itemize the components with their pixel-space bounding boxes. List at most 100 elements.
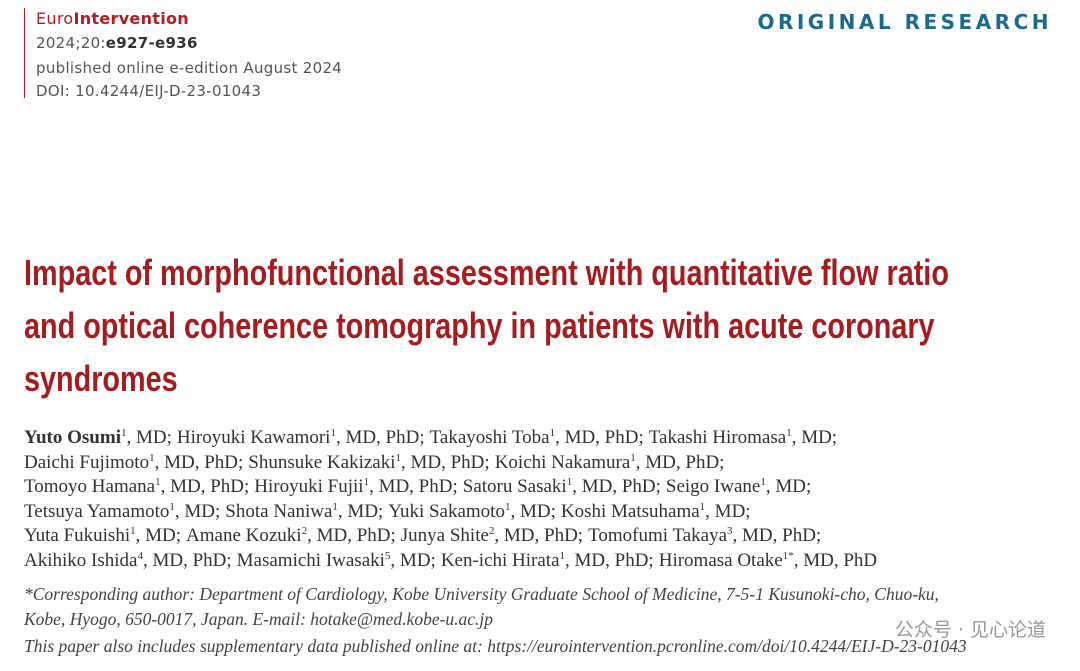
author: Masamichi Iwasaki5, MD; bbox=[237, 550, 436, 571]
author-line: Tomoyo Hamana1, MD, PhD; Hiroyuki Fujii1,… bbox=[24, 475, 882, 500]
affiliation: 1 bbox=[760, 476, 766, 489]
affiliation: 1 bbox=[395, 451, 402, 464]
author-name: Hiroyuki Kawamori bbox=[176, 427, 331, 448]
supplementary-note: This paper also includes supplementary d… bbox=[24, 636, 967, 656]
author-name: Shunsuke Kakizaki bbox=[248, 451, 396, 473]
degrees: , MD; bbox=[135, 525, 182, 547]
author: Tetsuya Yamamoto1, MD; bbox=[24, 501, 220, 522]
degrees: , MD; bbox=[510, 500, 556, 522]
author: Daichi Fujimoto1, MD, PhD; bbox=[24, 452, 243, 473]
author: Yuto Osumi1, MD; bbox=[24, 427, 172, 448]
degrees: , MD, PhD; bbox=[565, 549, 654, 571]
affiliation: 3 bbox=[727, 525, 733, 538]
author-line: Tetsuya Yamamoto1, MD; Shota Naniwa1, MD;… bbox=[24, 500, 882, 525]
degrees: , MD; bbox=[337, 500, 384, 522]
affiliation: 5 bbox=[384, 549, 391, 562]
citation-volume: 2024;20: bbox=[36, 34, 106, 52]
author: Hiroyuki Fujii1, MD, PhD; bbox=[254, 476, 457, 497]
author: Amane Kozuki2, MD, PhD; bbox=[186, 525, 396, 546]
degrees: , MD, PhD bbox=[793, 549, 878, 571]
affiliation: 1 bbox=[120, 427, 127, 439]
affiliation: 1 bbox=[363, 476, 370, 489]
degrees: , MD; bbox=[126, 427, 172, 448]
author-list: Yuto Osumi1, MD; Hiroyuki Kawamori1, MD, … bbox=[24, 426, 882, 574]
author: Koichi Nakamura1, MD, PhD; bbox=[495, 452, 725, 473]
author-name: Takayoshi Toba bbox=[429, 427, 550, 448]
author-name: Hiromasa Otake bbox=[658, 549, 783, 571]
author: Ken-ichi Hirata1, MD, PhD; bbox=[441, 550, 654, 571]
author-line: Yuta Fukuishi1, MD; Amane Kozuki2, MD, Ph… bbox=[24, 524, 882, 549]
author: Akihiko Ishida4, MD, PhD; bbox=[24, 550, 232, 571]
degrees: , MD; bbox=[791, 427, 838, 448]
header-rule bbox=[24, 8, 25, 98]
journal-prefix: Euro bbox=[36, 9, 74, 28]
article-title: and optical coherence tomography in pati… bbox=[24, 305, 935, 346]
author-name: Hiroyuki Fujii bbox=[254, 476, 364, 498]
author-name: Ken-ichi Hirata bbox=[440, 549, 560, 571]
author-name: Tomoyo Hamana bbox=[24, 476, 156, 498]
author: Seigo Iwane1, MD; bbox=[666, 476, 811, 497]
author-name: Amane Kozuki bbox=[186, 525, 302, 547]
affiliation: 1 bbox=[549, 427, 556, 439]
affiliation: 2 bbox=[488, 525, 495, 538]
author-line: Yuto Osumi1, MD; Hiroyuki Kawamori1, MD, … bbox=[24, 426, 882, 451]
degrees: , MD; bbox=[390, 549, 436, 571]
author-name: Yuki Sakamoto bbox=[388, 500, 505, 522]
degrees: , MD, PhD; bbox=[307, 525, 396, 547]
affiliation: 2 bbox=[301, 525, 308, 538]
degrees: , MD, PhD; bbox=[142, 549, 232, 571]
journal-name: EuroIntervention bbox=[36, 9, 189, 28]
degrees: , MD, PhD; bbox=[154, 451, 244, 473]
affiliation: 1 bbox=[699, 500, 706, 513]
author-name: Koichi Nakamura bbox=[494, 451, 631, 473]
author: Koshi Matsuhama1, MD; bbox=[561, 501, 751, 522]
author-name: Satoru Sasaki bbox=[462, 476, 567, 498]
degrees: , MD, PhD; bbox=[369, 476, 458, 498]
watermark: 公众号 · 见心论道 bbox=[894, 619, 1046, 641]
author-name: Akihiko Ishida bbox=[24, 549, 138, 571]
author-name: Masamichi Iwasaki bbox=[236, 549, 385, 571]
affiliation: 1 bbox=[566, 476, 573, 489]
author-name: Tetsuya Yamamoto bbox=[24, 500, 170, 522]
degrees: , MD; bbox=[174, 500, 221, 522]
degrees: , MD; bbox=[765, 476, 812, 498]
author: Tomofumi Takaya3, MD, PhD; bbox=[588, 525, 821, 546]
author-name: Daichi Fujimoto bbox=[24, 451, 150, 473]
author-name: Koshi Matsuhama bbox=[560, 500, 700, 522]
author-line: Daichi Fujimoto1, MD, PhD; Shunsuke Kakiz… bbox=[24, 451, 882, 476]
article-title: Impact of morphofunctional assessment wi… bbox=[24, 252, 949, 293]
degrees: , MD, PhD; bbox=[494, 525, 584, 547]
correspondence: Kobe, Hyogo, 650-0017, Japan. E-mail: ho… bbox=[24, 609, 494, 629]
author: Junya Shite2, MD, PhD; bbox=[401, 525, 583, 546]
journal-title: Intervention bbox=[73, 9, 189, 28]
author: Shunsuke Kakizaki1, MD, PhD; bbox=[248, 452, 489, 473]
degrees: , MD, PhD; bbox=[732, 525, 822, 547]
degrees: , MD, PhD; bbox=[572, 476, 661, 498]
author: Takayoshi Toba1, MD, PhD; bbox=[430, 427, 644, 448]
degrees: , MD, PhD; bbox=[335, 427, 425, 448]
citation: 2024;20:e927-e936 bbox=[36, 34, 198, 52]
affiliation: 1 bbox=[155, 476, 161, 489]
degrees: , MD, PhD; bbox=[160, 476, 250, 498]
degrees: , MD, PhD; bbox=[555, 427, 644, 448]
doi: DOI: 10.4244/EIJ-D-23-01043 bbox=[36, 82, 262, 100]
affiliation: 1* bbox=[782, 549, 794, 562]
author: Shota Naniwa1, MD; bbox=[225, 501, 383, 522]
degrees: , MD; bbox=[705, 500, 751, 522]
author-name: Yuto Osumi bbox=[24, 427, 121, 448]
author-name: Seigo Iwane bbox=[665, 476, 761, 498]
author-line: Akihiko Ishida4, MD, PhD; Masamichi Iwasa… bbox=[24, 549, 882, 574]
affiliation: 1 bbox=[169, 500, 175, 513]
author: Yuki Sakamoto1, MD; bbox=[388, 501, 556, 522]
correspondence: *Corresponding author: Department of Car… bbox=[24, 584, 939, 604]
affiliation: 1 bbox=[130, 525, 136, 538]
published-date: published online e-edition August 2024 bbox=[36, 59, 343, 77]
affiliation: 1 bbox=[630, 451, 636, 464]
affiliation: 1 bbox=[504, 500, 511, 513]
author: Takashi Hiromasa1, MD; bbox=[649, 427, 837, 448]
author: Satoru Sasaki1, MD, PhD; bbox=[463, 476, 661, 497]
degrees: , MD, PhD; bbox=[401, 451, 490, 473]
author-name: Shota Naniwa bbox=[225, 500, 333, 522]
affiliation: 4 bbox=[137, 549, 143, 562]
affiliation: 1 bbox=[149, 451, 155, 464]
